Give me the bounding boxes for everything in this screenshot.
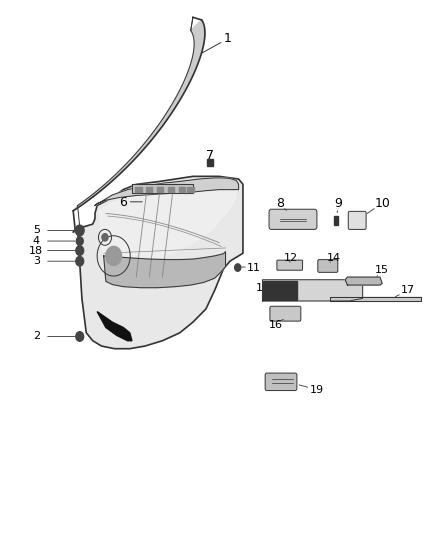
Bar [187, 187, 194, 192]
Circle shape [76, 332, 84, 341]
Circle shape [76, 237, 83, 245]
Circle shape [75, 225, 84, 236]
Circle shape [235, 264, 241, 271]
Polygon shape [104, 252, 226, 288]
Text: 11: 11 [247, 263, 261, 272]
Text: 18: 18 [29, 246, 43, 256]
Polygon shape [330, 297, 421, 302]
Polygon shape [95, 178, 239, 206]
Polygon shape [99, 183, 237, 265]
Text: 3: 3 [33, 256, 40, 266]
FancyBboxPatch shape [269, 209, 317, 229]
Polygon shape [132, 184, 193, 193]
Text: 9: 9 [335, 197, 343, 211]
Text: 19: 19 [310, 384, 324, 394]
Polygon shape [345, 277, 382, 285]
Text: 7: 7 [206, 149, 214, 161]
Circle shape [76, 246, 84, 255]
Circle shape [76, 256, 84, 266]
Text: 12: 12 [284, 253, 298, 263]
Polygon shape [73, 20, 205, 211]
Text: 5: 5 [33, 225, 40, 236]
Text: 15: 15 [375, 265, 389, 275]
Text: 17: 17 [401, 285, 415, 295]
FancyBboxPatch shape [265, 373, 297, 391]
Text: 14: 14 [327, 253, 341, 263]
Bar [146, 187, 152, 192]
FancyBboxPatch shape [277, 260, 303, 270]
Text: 1: 1 [224, 32, 232, 45]
Bar [168, 187, 174, 192]
Polygon shape [262, 281, 297, 300]
Text: 8: 8 [276, 197, 284, 211]
Circle shape [106, 246, 121, 265]
FancyBboxPatch shape [318, 260, 338, 272]
Text: 13: 13 [255, 282, 269, 293]
Polygon shape [262, 280, 363, 301]
Circle shape [102, 233, 108, 241]
Polygon shape [97, 312, 132, 341]
Text: 2: 2 [33, 332, 40, 342]
Text: 16: 16 [268, 320, 283, 330]
Bar [207, 159, 213, 166]
Text: 6: 6 [119, 196, 127, 209]
Text: 4: 4 [33, 236, 40, 246]
Bar [334, 216, 338, 225]
Bar [135, 187, 141, 192]
Polygon shape [78, 176, 243, 349]
Bar [179, 187, 185, 192]
Text: 10: 10 [374, 197, 390, 211]
Circle shape [208, 160, 213, 166]
FancyBboxPatch shape [348, 212, 366, 229]
FancyBboxPatch shape [270, 306, 301, 321]
Bar [157, 187, 163, 192]
